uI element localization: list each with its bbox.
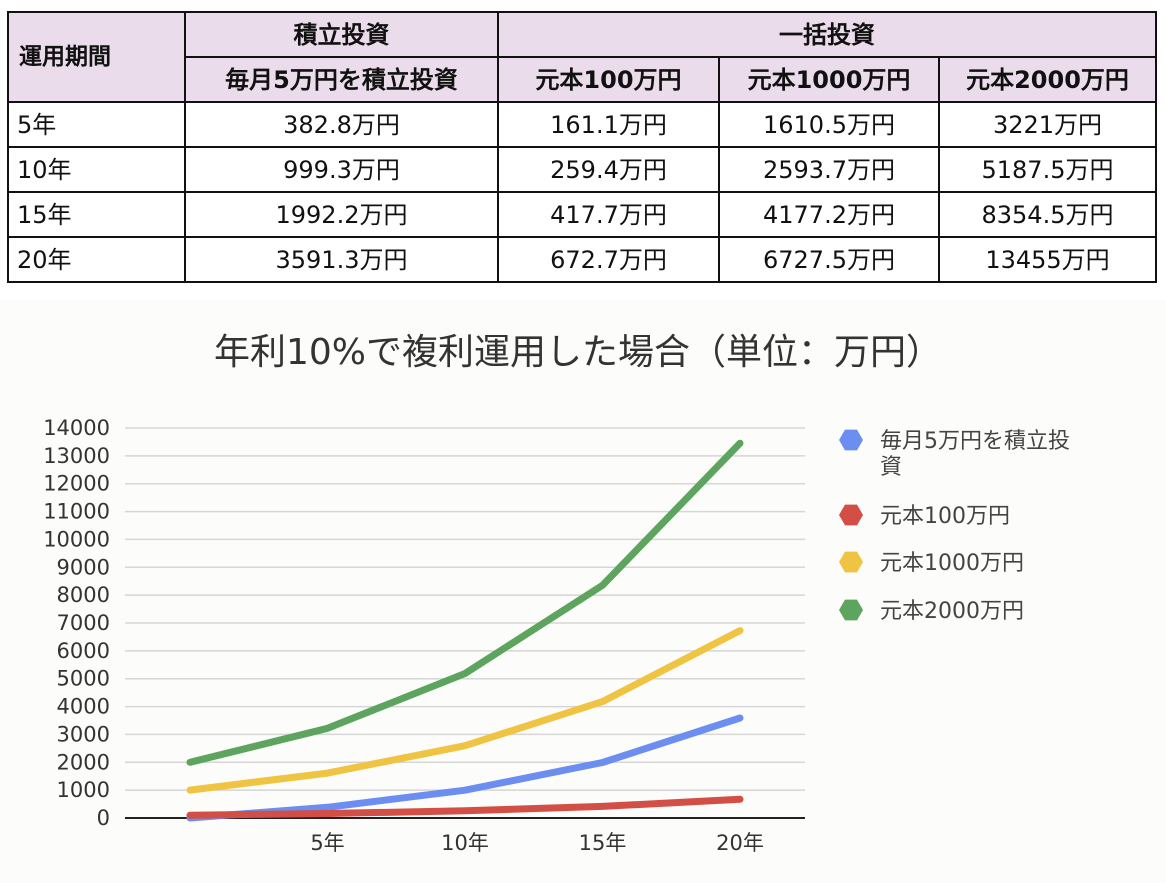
y-tick-label: 9000	[57, 555, 110, 579]
y-tick-label: 1000	[57, 778, 110, 802]
investment-table: 運用期間 積立投資 一括投資 毎月5万円を積立投資 元本100万円 元本1000…	[7, 11, 1157, 283]
row-period: 5年	[7, 101, 186, 148]
subheader-1000: 元本1000万円	[718, 56, 940, 103]
table-cell: 8354.5万円	[938, 191, 1157, 238]
series-line-1	[186, 795, 744, 819]
table-cell: 13455万円	[938, 236, 1157, 283]
x-tick-label: 10年	[441, 831, 489, 855]
table-row: 15年 1992.2万円 417.7万円 4177.2万円 8354.5万円	[7, 191, 1157, 238]
y-tick-label: 2000	[57, 750, 110, 774]
x-tick-label: 15年	[579, 831, 627, 855]
y-tick-label: 0	[97, 806, 110, 830]
y-tick-label: 7000	[57, 611, 110, 635]
row-period: 10年	[7, 146, 186, 193]
subheader-100: 元本100万円	[497, 56, 720, 103]
y-tick-label: 14000	[43, 416, 110, 440]
y-tick-label: 11000	[43, 500, 110, 524]
series-line-2	[186, 627, 744, 794]
y-tick-label: 5000	[57, 667, 110, 691]
table-cell: 382.8万円	[184, 101, 499, 148]
y-tick-label: 10000	[43, 527, 110, 551]
legend-marker	[839, 429, 863, 451]
table-row: 10年 999.3万円 259.4万円 2593.7万円 5187.5万円	[7, 146, 1157, 193]
table-cell: 672.7万円	[497, 236, 720, 283]
y-tick-label: 4000	[57, 695, 110, 719]
x-tick-label: 20年	[716, 831, 764, 855]
gridlines	[125, 427, 805, 819]
table-cell: 999.3万円	[184, 146, 499, 193]
subheader-monthly: 毎月5万円を積立投資	[184, 56, 499, 103]
legend-label: 元本100万円	[880, 504, 1010, 529]
header-tsumitate: 積立投資	[184, 11, 499, 58]
header-ikkatsu: 一括投資	[497, 11, 1157, 58]
y-tick-label: 13000	[43, 444, 110, 468]
table-cell: 6727.5万円	[718, 236, 940, 283]
y-tick-label: 3000	[57, 722, 110, 746]
table-cell: 1992.2万円	[184, 191, 499, 238]
chart-svg: 年利10%で複利運用した場合（単位：万円） 0 1000 2000 3000 4000 5…	[43, 332, 1070, 855]
table-cell: 2593.7万円	[718, 146, 940, 193]
table-cell: 161.1万円	[497, 101, 720, 148]
table-cell: 3591.3万円	[184, 236, 499, 283]
header-period: 運用期間	[7, 11, 186, 103]
table-cell: 417.7万円	[497, 191, 720, 238]
x-tick-label: 5年	[310, 831, 344, 855]
table-cell: 4177.2万円	[718, 191, 940, 238]
legend-marker	[839, 551, 863, 573]
legend-label: 元本2000万円	[880, 599, 1024, 624]
table-cell: 1610.5万円	[718, 101, 940, 148]
table-cell: 5187.5万円	[938, 146, 1157, 193]
subheader-2000: 元本2000万円	[938, 56, 1157, 103]
table-row: 20年 3591.3万円 672.7万円 6727.5万円 13455万円	[7, 236, 1157, 283]
table-cell: 3221万円	[938, 101, 1157, 148]
series-lines	[186, 439, 744, 822]
line-chart: 年利10%で複利運用した場合（単位：万円） 0 1000 2000 3000 4000 5…	[0, 300, 1166, 883]
y-tick-label: 8000	[57, 583, 110, 607]
chart-title: 年利10%で複利運用した場合（単位：万円）	[214, 332, 942, 373]
series-line-3	[186, 439, 744, 766]
y-tick-label: 6000	[57, 639, 110, 663]
legend-label: 毎月5万円を積立投	[880, 429, 1070, 454]
legend-marker	[839, 599, 863, 621]
y-axis-ticks: 0 1000 2000 3000 4000 5000 6000 7000 8000 9000 100…	[43, 416, 110, 830]
legend-label: 元本1000万円	[880, 551, 1024, 576]
legend-marker	[839, 504, 863, 526]
row-period: 15年	[7, 191, 186, 238]
y-tick-label: 12000	[43, 472, 110, 496]
legend-label-wrap: 資	[880, 455, 902, 480]
table-cell: 259.4万円	[497, 146, 720, 193]
x-axis-ticks: 5年 10年 15年 20年	[310, 831, 764, 855]
row-period: 20年	[7, 236, 186, 283]
table-row: 5年 382.8万円 161.1万円 1610.5万円 3221万円	[7, 101, 1157, 148]
